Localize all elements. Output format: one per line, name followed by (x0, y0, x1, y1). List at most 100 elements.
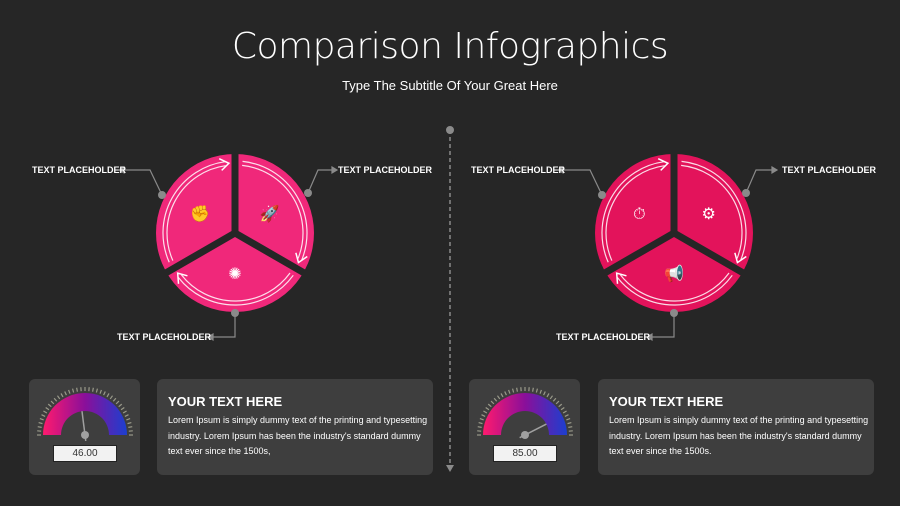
right-text-card: YOUR TEXT HERE Lorem Ipsum is simply dum… (598, 379, 874, 475)
left-text-card: YOUR TEXT HERE Lorem Ipsum is simply dum… (157, 379, 433, 475)
page-title: Comparison Infographics (231, 26, 669, 67)
gauge-tick (493, 397, 498, 402)
arrow-head-icon (218, 157, 231, 171)
gauge-tick (37, 426, 42, 428)
right-cycle-pie: ⏱ ⚙ 📢 (595, 148, 753, 312)
gauge-tick (68, 389, 71, 394)
gauge-tick (568, 426, 573, 428)
gauge-tick (481, 414, 486, 417)
gauge-tick (511, 388, 515, 393)
left-gauge (37, 387, 133, 442)
right-label-2: TEXT PLACEHOLDER (782, 165, 877, 175)
gauge-tick (487, 403, 492, 408)
gauge-tick (485, 406, 490, 411)
arrow-head-icon (295, 252, 308, 264)
left-card-body: Lorem Ipsum is simply dummy text of the … (168, 415, 428, 456)
cycle-arrow-arc (242, 164, 304, 259)
gauge-tick (490, 400, 495, 405)
left-gauge-card: 46.00 (29, 379, 140, 475)
cycle-arrow-arc (162, 161, 226, 263)
gauge-tick (562, 410, 567, 414)
gauge-tick (109, 395, 114, 400)
gauge-tick (478, 421, 483, 425)
arrow-head-icon (657, 157, 670, 171)
gauge-tick (124, 414, 129, 417)
gauge-tick (483, 410, 488, 414)
gauge-tick (128, 426, 133, 428)
left-card-heading: YOUR TEXT HERE (168, 394, 283, 409)
gauge-tick (516, 387, 518, 392)
left-label-1: TEXT PLACEHOLDER (32, 165, 127, 175)
gauge-arc (483, 393, 567, 435)
gauge-tick (539, 389, 542, 394)
gauge-tick (39, 418, 44, 421)
gauge-tick (546, 393, 550, 398)
gear-icon: ⚙ (701, 206, 715, 223)
cycle-arrow-arc (166, 165, 226, 261)
gauge-tick (566, 418, 571, 421)
left-cycle-pie: ✊ 🚀 ✺ (156, 148, 314, 312)
stopwatch-icon: ⏱ (633, 206, 645, 223)
gauge-tick (543, 391, 546, 396)
gauge-tick (549, 395, 554, 400)
gauge-tick (567, 421, 572, 425)
left-label-3: TEXT PLACEHOLDER (117, 332, 212, 342)
cycle-arrow-arc (605, 165, 665, 261)
gauge-arc (43, 393, 127, 435)
gauge-tick (477, 426, 482, 428)
gauge-tick (99, 389, 102, 394)
center-divider (446, 126, 454, 472)
fist-icon: ✊ (190, 205, 210, 223)
gauge-pivot (521, 431, 529, 439)
gauge-tick (106, 393, 110, 398)
segment-divider (598, 229, 676, 279)
left-gauge-value: 46.00 (53, 445, 117, 462)
cycle-arrow-arc (616, 274, 733, 306)
gauge-tick (43, 410, 48, 414)
gauge-tick (508, 389, 511, 394)
megaphone-icon: 📢 (664, 264, 684, 283)
page-subtitle: Type The Subtitle Of Your Great Here (342, 78, 558, 93)
gauge-tick (45, 406, 50, 411)
right-callouts (556, 165, 779, 342)
left-label-2: TEXT PLACEHOLDER (338, 165, 433, 175)
gauge-tick (479, 418, 484, 421)
gauge-tick (127, 421, 132, 425)
gauge-tick (56, 395, 61, 400)
right-gauge (477, 387, 573, 439)
segment-divider (233, 229, 311, 279)
gauge-tick (50, 400, 55, 405)
gauge-tick (560, 406, 565, 411)
arrow-head-icon (615, 272, 627, 284)
gauge-tick (500, 393, 504, 398)
gauge-tick (41, 414, 46, 417)
cycle-arrow-arc (601, 161, 665, 263)
gauge-tick (76, 387, 78, 392)
segment-divider (672, 229, 750, 279)
gauge-tick (122, 410, 127, 414)
arrow-head-icon (734, 252, 747, 264)
gauge-tick (47, 403, 52, 408)
left-callouts (117, 165, 339, 342)
cycle-arrow-arc (242, 160, 308, 261)
right-gauge-value: 85.00 (493, 445, 557, 462)
cycle-arrow-arc (681, 160, 747, 261)
gauge-tick (115, 400, 120, 405)
cycle-arrow-arc (681, 164, 743, 259)
gauge-tick (38, 421, 43, 425)
right-gauge-card: 85.00 (469, 379, 580, 475)
gauge-tick (71, 388, 75, 393)
right-card-heading: YOUR TEXT HERE (609, 394, 724, 409)
gauge-tick (64, 391, 67, 396)
gauge-pivot (81, 431, 89, 439)
right-card-body: Lorem Ipsum is simply dummy text of the … (609, 415, 869, 456)
right-label-3: TEXT PLACEHOLDER (556, 332, 651, 342)
cycle-arrow-arc (177, 274, 294, 306)
gauge-tick (53, 397, 58, 402)
cycle-arrow-arc (180, 272, 291, 302)
segment-divider (159, 229, 237, 279)
rocket-icon: 🚀 (260, 204, 280, 223)
gauge-tick (535, 388, 539, 393)
gauge-tick (118, 403, 123, 408)
